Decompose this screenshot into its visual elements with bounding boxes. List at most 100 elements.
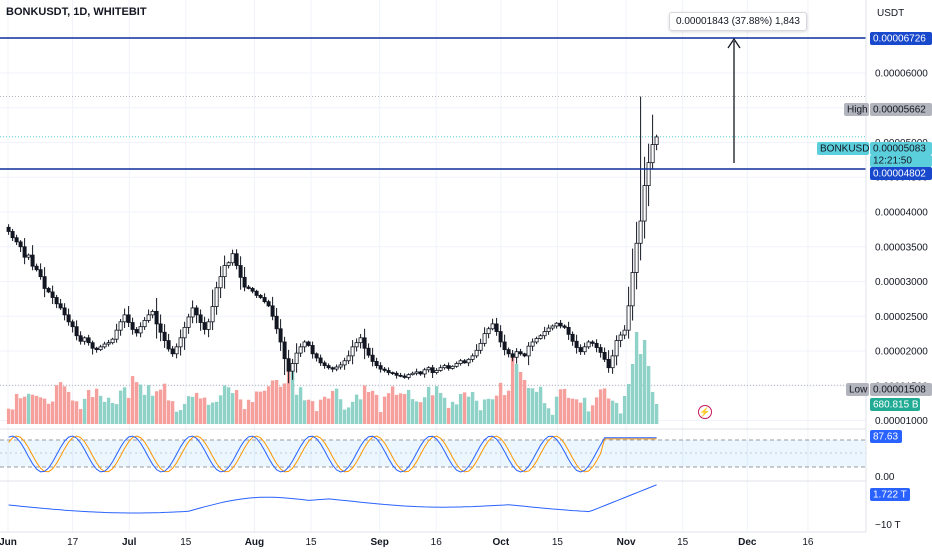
candle-up[interactable]: [218, 276, 223, 289]
candle-down[interactable]: [234, 253, 239, 266]
candle-down[interactable]: [322, 362, 327, 367]
candle-up[interactable]: [438, 367, 443, 371]
candle-down[interactable]: [62, 307, 67, 316]
candle-down[interactable]: [134, 329, 139, 334]
lightning-icon[interactable]: ⚡: [698, 405, 712, 419]
candle-down[interactable]: [238, 265, 243, 278]
candle-up[interactable]: [422, 369, 427, 375]
candle-down[interactable]: [590, 341, 595, 344]
last-price-tag[interactable]: 0.00005083: [873, 144, 926, 155]
candle-up[interactable]: [454, 363, 459, 367]
candle-down[interactable]: [314, 353, 319, 359]
candle-down[interactable]: [86, 337, 91, 344]
candle-up[interactable]: [98, 346, 103, 351]
candle-down[interactable]: [578, 347, 583, 353]
candle-up[interactable]: [630, 272, 635, 307]
candle-down[interactable]: [374, 361, 379, 367]
candle-down[interactable]: [602, 352, 607, 360]
candle-down[interactable]: [250, 288, 255, 292]
candle-up[interactable]: [490, 323, 495, 330]
candle-down[interactable]: [462, 360, 467, 364]
candle-down[interactable]: [446, 365, 451, 369]
candle-down[interactable]: [90, 342, 95, 349]
candle-down[interactable]: [306, 341, 311, 346]
candle-down[interactable]: [274, 315, 279, 330]
candle-down[interactable]: [378, 365, 383, 370]
candle-up[interactable]: [358, 337, 363, 344]
candle-up[interactable]: [426, 367, 431, 371]
candle-down[interactable]: [278, 328, 283, 343]
candle-down[interactable]: [386, 370, 391, 373]
candle-up[interactable]: [622, 329, 627, 336]
candle-down[interactable]: [34, 265, 39, 271]
candle-up[interactable]: [626, 305, 631, 331]
candle-down[interactable]: [286, 358, 291, 372]
candle-up[interactable]: [226, 262, 231, 266]
candle-down[interactable]: [198, 314, 203, 323]
candle-down[interactable]: [394, 372, 399, 376]
candle-up[interactable]: [102, 343, 107, 348]
candle-down[interactable]: [14, 237, 19, 243]
candle-up[interactable]: [482, 333, 487, 344]
candle-up[interactable]: [638, 220, 643, 244]
candle-down[interactable]: [330, 367, 335, 370]
candle-down[interactable]: [270, 305, 275, 317]
candle-down[interactable]: [594, 342, 599, 348]
candle-down[interactable]: [202, 322, 207, 330]
candle-up[interactable]: [582, 346, 587, 353]
candle-up[interactable]: [294, 352, 299, 364]
candle-down[interactable]: [366, 347, 371, 356]
candle-up[interactable]: [414, 371, 419, 374]
candle-up[interactable]: [530, 341, 535, 347]
candle-up[interactable]: [182, 326, 187, 339]
candle-up[interactable]: [406, 374, 411, 378]
candle-up[interactable]: [450, 365, 455, 369]
candle-down[interactable]: [130, 322, 135, 330]
candle-up[interactable]: [138, 326, 143, 334]
candle-down[interactable]: [498, 331, 503, 343]
candle-up[interactable]: [214, 287, 219, 307]
obv-line[interactable]: [8, 484, 657, 514]
candle-down[interactable]: [58, 303, 63, 309]
candle-up[interactable]: [302, 341, 307, 348]
candle-down[interactable]: [266, 301, 271, 307]
candle-down[interactable]: [606, 358, 611, 369]
candle-down[interactable]: [390, 372, 395, 374]
candle-up[interactable]: [458, 360, 463, 364]
candle-down[interactable]: [54, 297, 59, 305]
candle-down[interactable]: [254, 290, 259, 296]
candle-down[interactable]: [246, 286, 251, 289]
candle-up[interactable]: [442, 365, 447, 369]
candle-up[interactable]: [550, 325, 555, 329]
candle-down[interactable]: [398, 374, 403, 377]
candle-up[interactable]: [514, 351, 519, 358]
candle-down[interactable]: [402, 375, 407, 378]
candle-down[interactable]: [74, 326, 79, 337]
candle-up[interactable]: [118, 321, 123, 331]
stoch-d-line[interactable]: [8, 435, 657, 473]
candle-up[interactable]: [610, 355, 615, 369]
candle-up[interactable]: [346, 355, 351, 362]
candle-down[interactable]: [574, 340, 579, 348]
candle-down[interactable]: [558, 322, 563, 327]
candle-down[interactable]: [18, 241, 23, 248]
candle-down[interactable]: [598, 347, 603, 353]
candle-down[interactable]: [502, 341, 507, 351]
candle-up[interactable]: [354, 342, 359, 348]
candle-up[interactable]: [190, 307, 195, 318]
candle-up[interactable]: [106, 342, 111, 345]
candle-down[interactable]: [66, 314, 71, 323]
candle-up[interactable]: [150, 310, 155, 316]
candle-down[interactable]: [326, 365, 331, 369]
candle-down[interactable]: [494, 323, 499, 332]
candle-up[interactable]: [538, 335, 543, 339]
candle-down[interactable]: [262, 297, 267, 303]
upper-level-price-tag[interactable]: 0.00006726: [873, 34, 926, 45]
candle-up[interactable]: [82, 337, 87, 342]
candle-down[interactable]: [42, 276, 47, 289]
candle-up[interactable]: [298, 346, 303, 354]
candle-down[interactable]: [570, 333, 575, 342]
candle-down[interactable]: [30, 254, 35, 267]
candle-up[interactable]: [26, 254, 31, 258]
